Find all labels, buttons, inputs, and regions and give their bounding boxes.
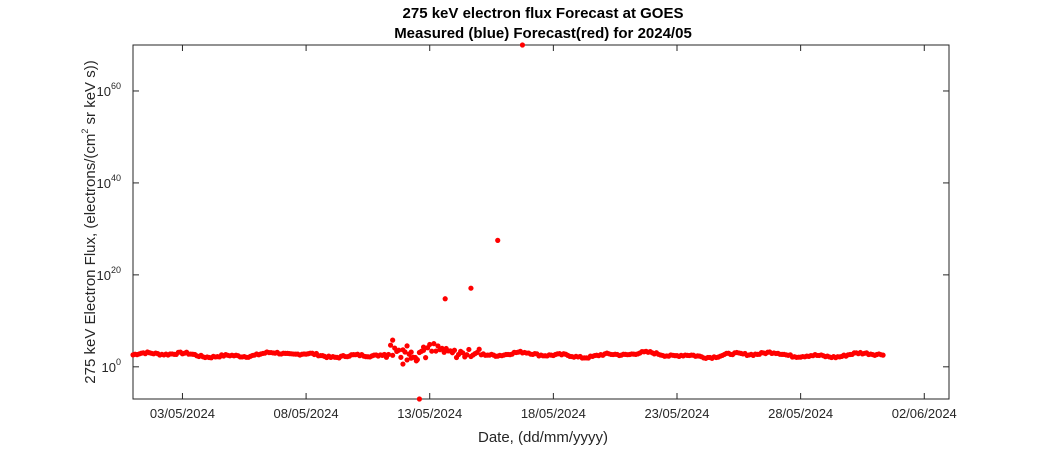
data-point xyxy=(466,346,472,353)
chart-title-line2: Measured (blue) Forecast(red) for 2024/0… xyxy=(394,25,692,42)
data-point xyxy=(416,396,423,402)
y-axis-label-main: 275 keV Electron Flux, (electrons/(cm xyxy=(82,134,99,384)
data-point xyxy=(420,344,427,350)
data-point xyxy=(476,346,482,352)
data-point xyxy=(433,348,439,354)
y-tick-base: 10 xyxy=(97,176,111,191)
data-points xyxy=(130,42,886,402)
x-tick-label: 23/05/2024 xyxy=(644,406,709,421)
y-axis-label-sup: 2 xyxy=(80,129,90,134)
data-point xyxy=(404,343,410,349)
data-point xyxy=(442,296,448,302)
x-tick-label: 13/05/2024 xyxy=(397,406,462,421)
x-tick-label: 03/05/2024 xyxy=(150,406,215,421)
data-point xyxy=(404,357,410,363)
y-tick-exponent: 0 xyxy=(116,357,121,367)
data-point xyxy=(519,42,526,48)
data-point xyxy=(400,361,406,367)
data-point xyxy=(398,354,404,360)
data-point xyxy=(495,237,501,243)
data-point xyxy=(390,337,396,343)
x-tick-label: 28/05/2024 xyxy=(768,406,833,421)
y-tick-label: 1060 xyxy=(97,81,121,99)
x-axis-label: Date, (dd/mm/yyyy) xyxy=(478,429,608,446)
data-point xyxy=(408,349,414,355)
x-tick-label: 18/05/2024 xyxy=(521,406,586,421)
data-point xyxy=(451,347,458,353)
data-point xyxy=(429,348,435,354)
y-tick-label: 1040 xyxy=(97,173,121,191)
y-tick-label: 1020 xyxy=(97,265,121,283)
y-axis-label-end: sr keV s)) xyxy=(82,60,99,128)
data-point xyxy=(464,352,470,358)
plot-area xyxy=(132,44,950,400)
y-tick-exponent: 40 xyxy=(111,173,121,183)
x-axis: 03/05/2024 08/05/2024 13/05/2024 18/05/2024… xyxy=(150,45,957,421)
chart-title-line1: 275 keV electron flux Forecast at GOES xyxy=(403,5,684,22)
data-point xyxy=(390,352,396,358)
y-tick-base: 10 xyxy=(102,360,116,375)
data-point xyxy=(431,341,437,347)
x-tick-label: 02/06/2024 xyxy=(892,406,957,421)
y-tick-exponent: 20 xyxy=(111,265,121,275)
data-point xyxy=(387,342,394,348)
data-point xyxy=(427,341,433,348)
y-axis-label: 275 keV Electron Flux, (electrons/(cm2 s… xyxy=(80,60,99,383)
data-point xyxy=(413,358,419,364)
x-tick-label: 08/05/2024 xyxy=(274,406,339,421)
y-tick-base: 10 xyxy=(97,268,111,283)
data-point xyxy=(439,345,445,352)
y-tick-base: 10 xyxy=(97,84,111,99)
data-point xyxy=(423,355,429,361)
data-point xyxy=(402,349,408,355)
data-point xyxy=(396,347,402,353)
data-point xyxy=(468,285,474,291)
data-point xyxy=(880,352,886,358)
data-point xyxy=(460,350,466,356)
y-tick-label: 100 xyxy=(102,357,121,375)
data-point xyxy=(385,351,392,358)
y-tick-exponent: 60 xyxy=(111,81,121,91)
